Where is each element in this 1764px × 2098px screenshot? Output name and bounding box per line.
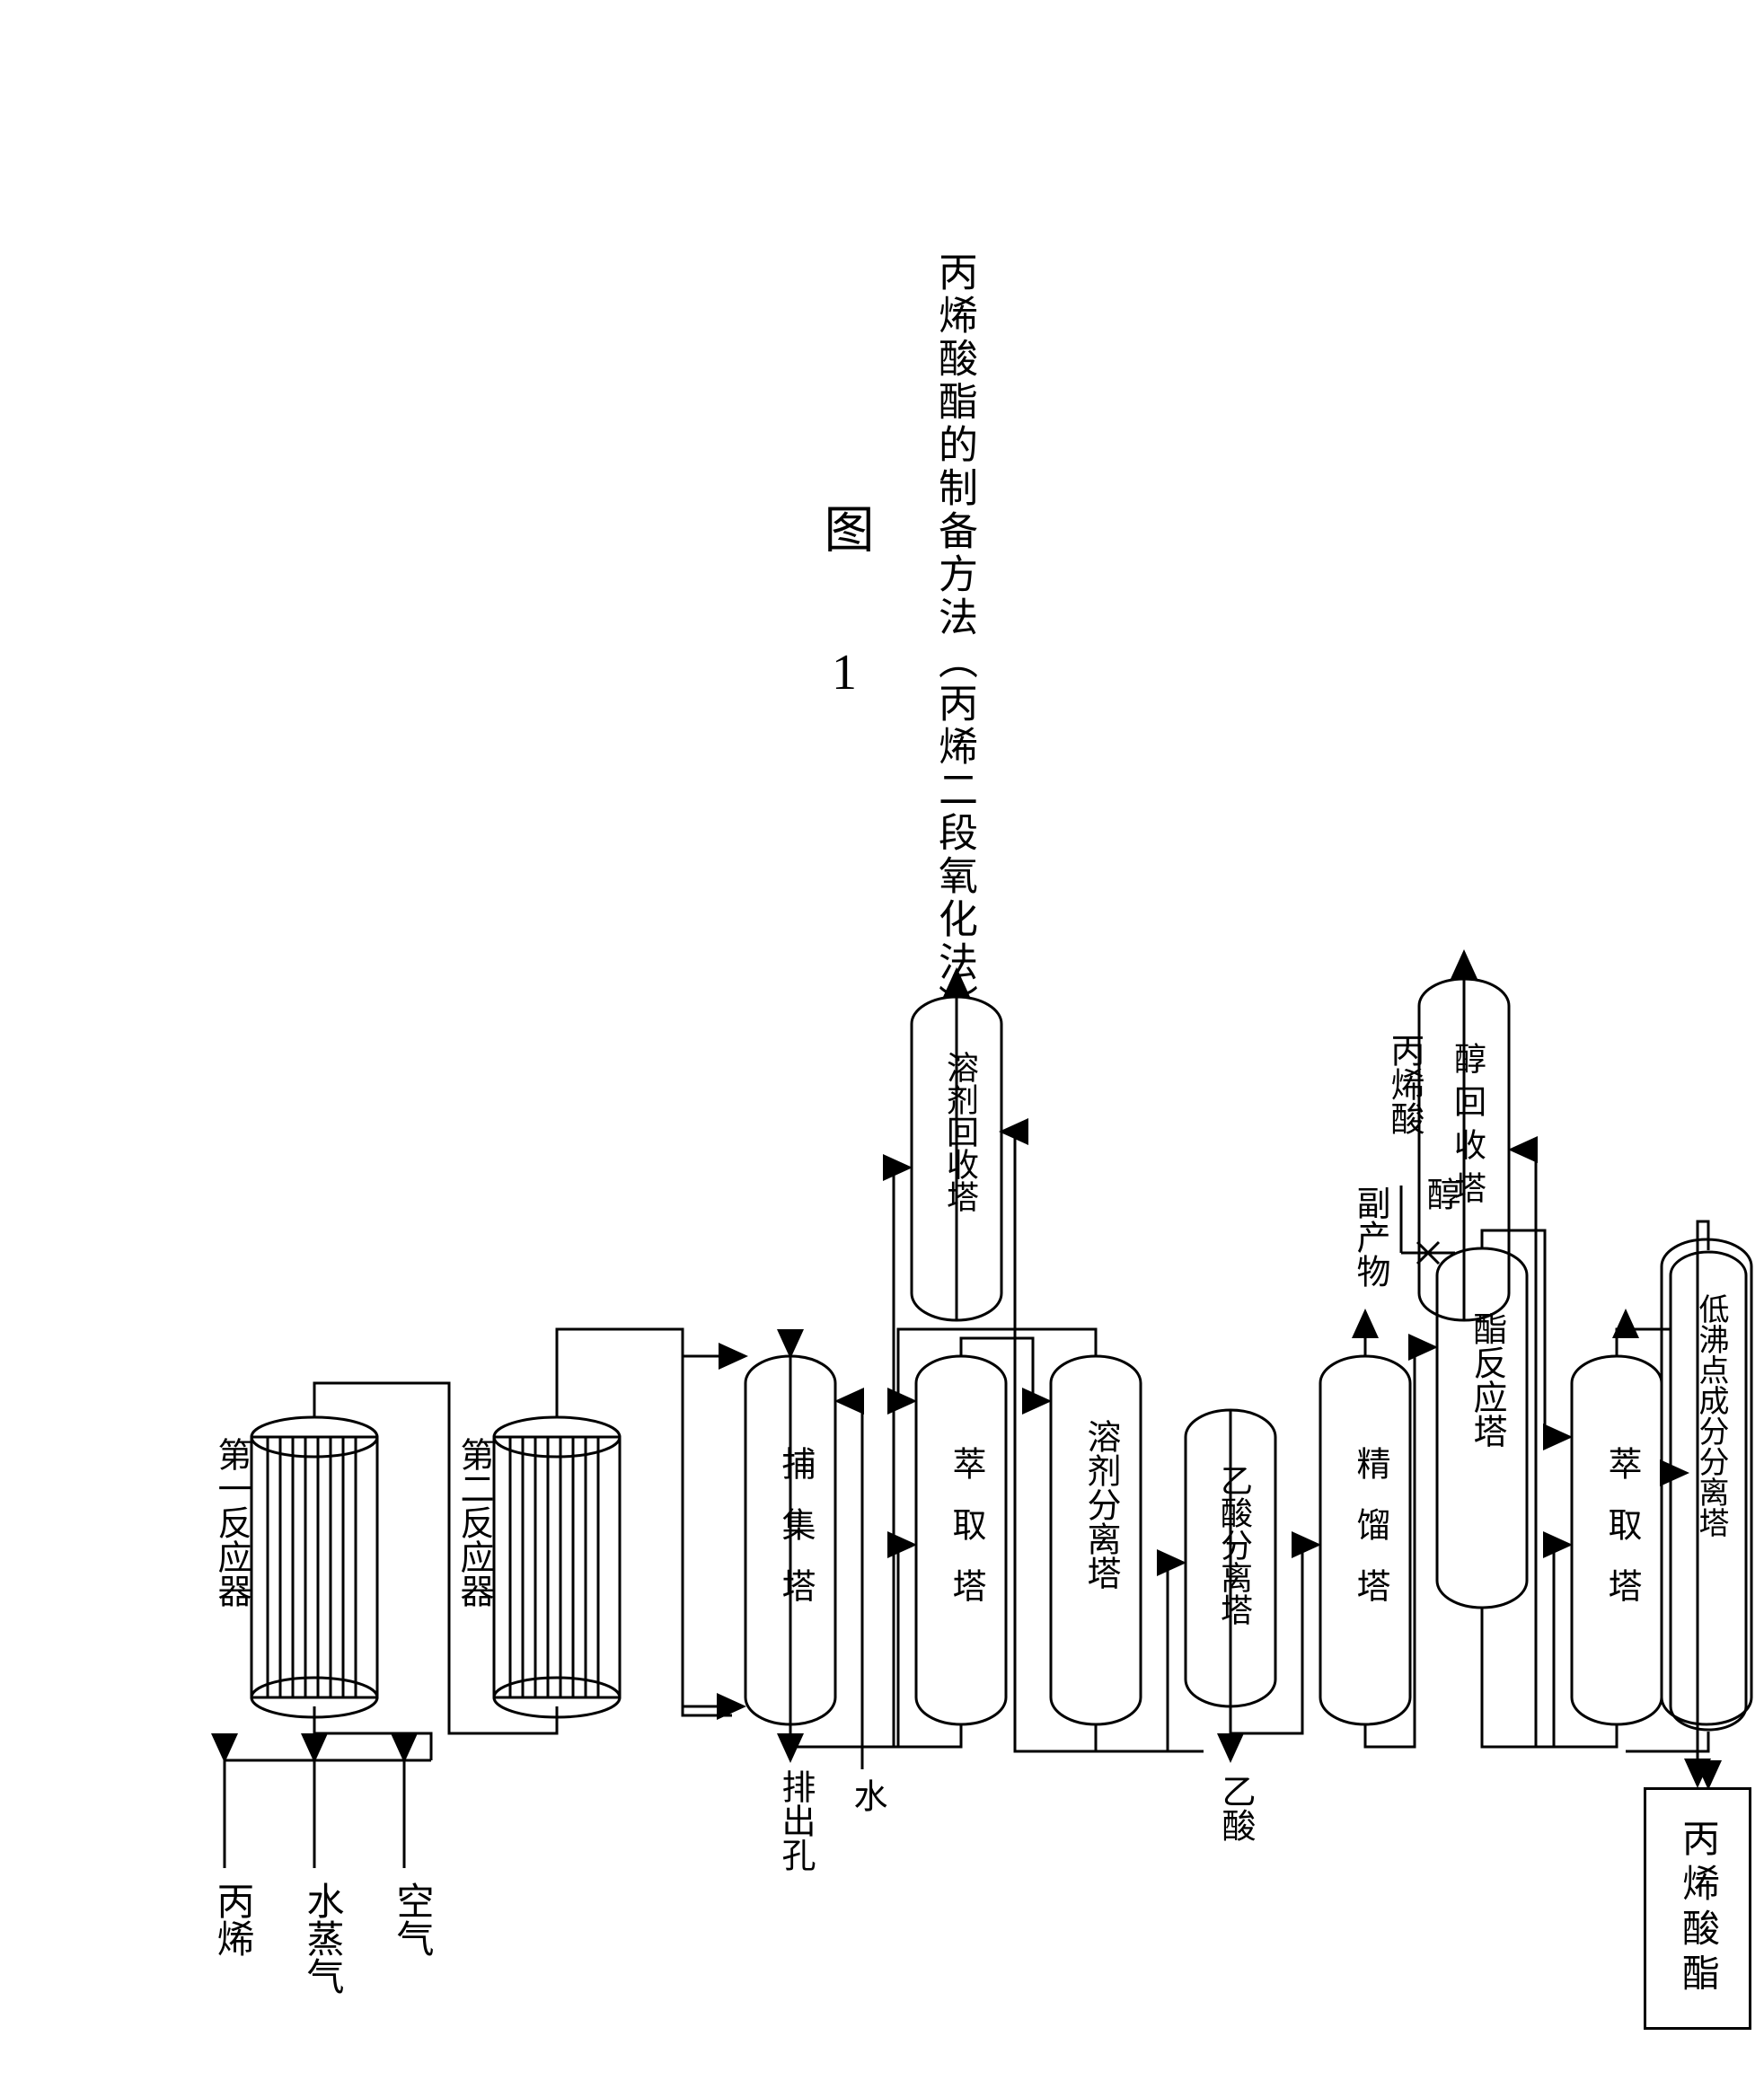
label-byproduct1: 副产物 xyxy=(1345,1186,1395,1288)
label-lowbp-sep: 低沸点成分分离塔 xyxy=(1689,1293,1733,1538)
label-extract2: 萃取塔 xyxy=(1597,1446,1646,1629)
figure-label: 图 1 xyxy=(808,503,881,718)
label-alcohol: 醇 xyxy=(1416,1177,1465,1211)
label-acetic: 乙酸 xyxy=(1211,1774,1260,1842)
label-ester-react: 酯反应塔 xyxy=(1462,1311,1512,1448)
feed-air: 空气 xyxy=(384,1882,439,1957)
label-reactor1: 第一反应器 xyxy=(207,1437,256,1608)
label-collector: 捕集塔 xyxy=(771,1446,820,1629)
label-rectify1: 精馏塔 xyxy=(1345,1446,1395,1629)
label-reactor2: 第二反应器 xyxy=(449,1437,498,1608)
label-acetic-sep: 乙酸分离塔 xyxy=(1211,1464,1257,1626)
diagram-canvas: 丙烯酸酯 丙烯 水蒸气 空气 第一反应器 第二反应器 捕集塔 萃取塔 溶剂分离塔… xyxy=(0,0,1764,2098)
label-extract1: 萃取塔 xyxy=(941,1446,991,1629)
label-acrylic-acid: 丙烯酸 xyxy=(1380,1033,1429,1135)
label-discharge: 排出孔 xyxy=(771,1769,820,1872)
diagram-title: 丙烯酸酯的制备方法（丙烯二段氧化法） xyxy=(925,251,983,1027)
label-solvent-rec: 溶剂回收塔 xyxy=(937,1051,983,1212)
product-box: 丙烯酸酯 xyxy=(1644,1787,1751,2030)
label-solvent-sep: 溶剂分离塔 xyxy=(1076,1419,1125,1590)
feed-propylene: 丙烯 xyxy=(205,1882,260,1957)
feed-steam: 水蒸气 xyxy=(295,1882,349,1995)
label-water: 水 xyxy=(842,1778,892,1812)
